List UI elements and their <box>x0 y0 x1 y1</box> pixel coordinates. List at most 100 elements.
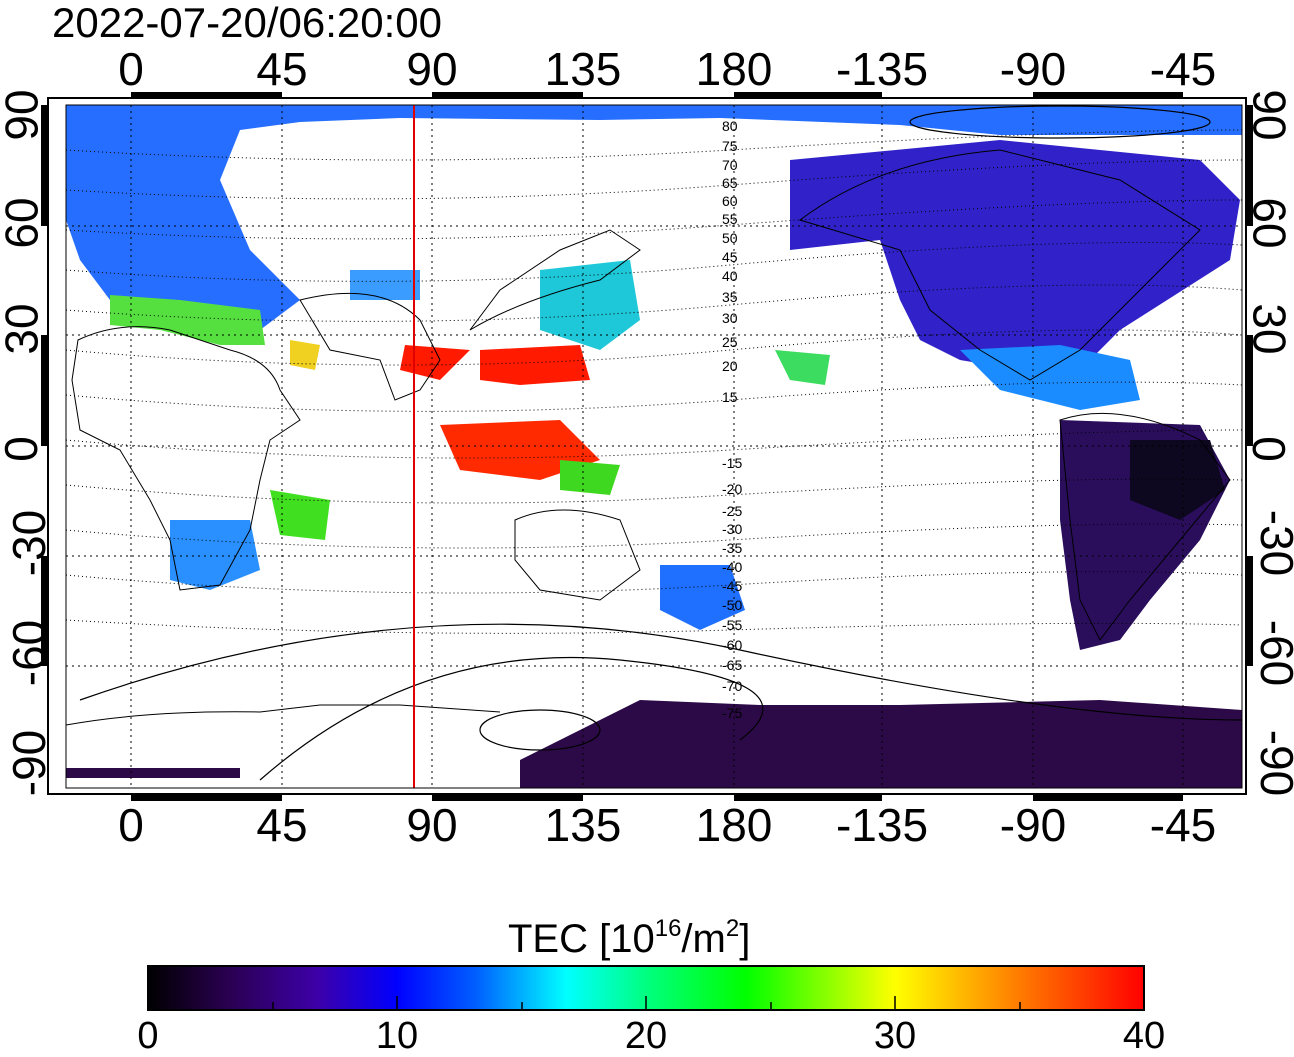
bottom-tick-bar <box>734 794 882 801</box>
tec-region-mideast <box>290 340 320 370</box>
top-lon-tick-m135: -135 <box>835 43 929 95</box>
mag-lat-label: -50 <box>722 597 742 613</box>
mag-lat-label: -30 <box>722 521 742 537</box>
tec-region-central-america <box>960 345 1140 410</box>
top-tick-bar <box>1033 92 1183 99</box>
bottom-tick-bar <box>131 794 282 801</box>
colorbar-title-unit: /m <box>681 917 726 961</box>
tec-region-indonesia-east <box>560 460 620 495</box>
mag-lat-label: -45 <box>722 578 742 594</box>
colorbar-title-suffix: ] <box>739 917 751 961</box>
mag-lat-label: -40 <box>722 559 742 575</box>
frame-tick-bars <box>41 92 1253 801</box>
mag-lat-label: -15 <box>722 455 742 471</box>
map-timestamp-title: 2022-07-20/06:20:00 <box>52 0 442 46</box>
mag-lat-label: 15 <box>722 389 738 405</box>
mag-lat-label: 65 <box>722 175 738 191</box>
mag-lat-label: 35 <box>722 289 738 305</box>
mag-lat-label: 80 <box>722 118 738 134</box>
mag-contour-40 <box>66 242 1242 282</box>
top-lon-tick-90: 90 <box>406 43 458 95</box>
mag-solid-contour-inner <box>479 709 601 751</box>
tec-region-south-africa <box>170 520 260 590</box>
colorbar-tick-10: 10 <box>375 1015 419 1057</box>
tec-region-asia-north <box>350 270 420 300</box>
colorbar-tick-30: 30 <box>873 1015 917 1057</box>
tec-region-europe-south <box>110 295 265 345</box>
colorbar-title-unit-exponent: 2 <box>725 915 740 942</box>
right-tick-bar <box>1246 105 1253 226</box>
left-tick-bar <box>41 556 48 666</box>
mag-contour-30 <box>66 284 1242 322</box>
coastlines <box>66 149 1231 726</box>
mag-lat-label: -75 <box>722 705 742 721</box>
colorbar-tick-0: 0 <box>137 1015 159 1057</box>
bottom-lon-tick-135: 135 <box>544 799 622 851</box>
tec-region-east-africa <box>270 490 330 540</box>
map-grid <box>66 105 1242 788</box>
colorbar-tick-40: 40 <box>1122 1015 1166 1057</box>
coast-australia <box>514 509 641 601</box>
top-lon-tick-180: 180 <box>695 43 773 95</box>
colorbar-title-exponent: 16 <box>654 915 682 942</box>
bottom-lon-tick-180: 180 <box>695 799 773 851</box>
bottom-lon-tick-0: 0 <box>118 799 144 851</box>
top-tick-bar <box>131 92 282 99</box>
tec-region-india <box>400 345 470 380</box>
coast-north-america <box>798 149 1201 381</box>
mag-lat-label: -25 <box>722 503 742 519</box>
tec-region-china <box>540 260 640 350</box>
top-lon-tick-45: 45 <box>256 43 308 95</box>
left-tick-bar <box>41 105 48 226</box>
mag-contour-20 <box>66 329 1242 366</box>
mag-lat-label: -70 <box>722 678 742 694</box>
colorbar-ticks <box>272 996 1021 1010</box>
map-inner-frame <box>65 104 1243 789</box>
mag-contour-m60 <box>66 619 1242 634</box>
tec-region-antarctica-west <box>66 768 240 778</box>
bottom-tick-bar <box>432 794 583 801</box>
mag-lat-label: 40 <box>722 268 738 284</box>
tec-region-hawaii <box>775 350 830 385</box>
top-tick-bar <box>734 92 882 99</box>
top-lon-tick-135: 135 <box>544 43 622 95</box>
tec-region-new-zealand <box>660 565 745 630</box>
colorbar-tick-20: 20 <box>624 1015 668 1057</box>
magnetic-latitude-contours <box>66 129 1242 634</box>
coast-south-america <box>1059 412 1231 641</box>
mag-lat-label: 75 <box>722 138 738 154</box>
mag-solid-contour-outer <box>79 623 1242 721</box>
bottom-tick-bar <box>1033 794 1183 801</box>
mag-lat-label: 60 <box>722 193 738 209</box>
tec-region-north-america <box>790 140 1240 370</box>
right-tick-bar <box>1246 335 1253 446</box>
top-lon-tick-m90: -90 <box>999 43 1067 95</box>
coast-antarctica <box>66 704 501 726</box>
coast-arabia-india <box>299 292 441 401</box>
mag-lat-label: -55 <box>722 617 742 633</box>
mag-lat-label: 70 <box>722 157 738 173</box>
bottom-lon-tick-45: 45 <box>256 799 308 851</box>
top-lon-tick-0: 0 <box>118 43 144 95</box>
tec-region-antarctica <box>520 700 1242 788</box>
bottom-lon-tick-m135: -135 <box>835 799 929 851</box>
north-mag-pole-contour <box>909 105 1211 139</box>
mag-lat-label: 55 <box>722 211 738 227</box>
mag-lat-label: -35 <box>722 540 742 556</box>
bottom-lon-tick-m90: -90 <box>999 799 1067 851</box>
tec-coverage-layer <box>66 105 1242 788</box>
coast-east-asia <box>469 229 641 331</box>
mag-lat-label: -65 <box>722 657 742 673</box>
mag-lat-label: -20 <box>722 481 742 497</box>
tec-region-amazon-dark <box>1130 440 1225 520</box>
mag-lat-label: 20 <box>722 358 738 374</box>
mag-lat-labels: 80 75 70 65 60 55 50 45 40 35 30 25 20 1… <box>722 118 742 721</box>
tec-region-se-asia <box>480 345 590 385</box>
colorbar-title-prefix: TEC [10 <box>508 917 655 961</box>
mag-lat-label: 50 <box>722 230 738 246</box>
top-lon-tick-m45: -45 <box>1149 43 1217 95</box>
colorbar-title: TEC [1016/m2] <box>508 905 750 963</box>
mag-lat-label: -60 <box>722 637 742 653</box>
mag-lat-label: 45 <box>722 249 738 265</box>
